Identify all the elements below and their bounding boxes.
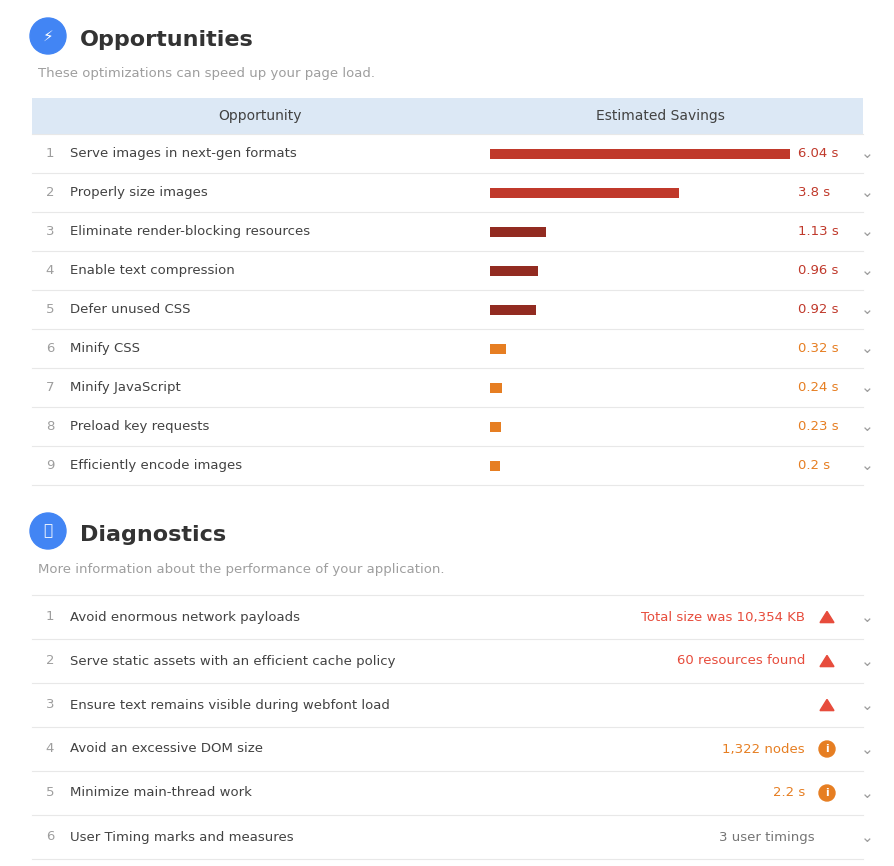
Text: 1.13 s: 1.13 s — [797, 225, 838, 238]
Text: 1: 1 — [46, 611, 55, 624]
Text: 6: 6 — [46, 342, 55, 355]
Text: 3.8 s: 3.8 s — [797, 186, 830, 199]
Text: ⌄: ⌄ — [860, 458, 873, 473]
Polygon shape — [819, 656, 833, 667]
Text: i: i — [824, 788, 828, 798]
Text: Preload key requests: Preload key requests — [70, 420, 209, 433]
Text: 2.2 s: 2.2 s — [772, 786, 804, 799]
FancyBboxPatch shape — [489, 188, 678, 197]
Text: ⌄: ⌄ — [860, 419, 873, 434]
FancyBboxPatch shape — [489, 461, 500, 470]
Text: 60 resources found: 60 resources found — [676, 655, 804, 668]
Circle shape — [818, 741, 834, 757]
Text: 3: 3 — [46, 699, 55, 712]
Text: ⌄: ⌄ — [860, 185, 873, 200]
FancyBboxPatch shape — [489, 148, 789, 158]
Text: ⌄: ⌄ — [860, 654, 873, 669]
Text: 1: 1 — [46, 147, 55, 160]
Text: Minimize main-thread work: Minimize main-thread work — [70, 786, 251, 799]
Polygon shape — [819, 611, 833, 623]
Text: ⌄: ⌄ — [860, 341, 873, 356]
Text: Enable text compression: Enable text compression — [70, 264, 234, 277]
FancyBboxPatch shape — [489, 266, 537, 275]
Text: 0.2 s: 0.2 s — [797, 459, 830, 472]
Text: ⌄: ⌄ — [860, 697, 873, 713]
FancyBboxPatch shape — [489, 227, 545, 236]
Text: Defer unused CSS: Defer unused CSS — [70, 303, 190, 316]
FancyBboxPatch shape — [489, 383, 502, 392]
Text: These optimizations can speed up your page load.: These optimizations can speed up your pa… — [38, 68, 375, 81]
Circle shape — [30, 513, 66, 549]
Text: ⚡: ⚡ — [43, 29, 54, 43]
FancyBboxPatch shape — [489, 305, 536, 314]
Text: Minify JavaScript: Minify JavaScript — [70, 381, 181, 394]
Text: 0.23 s: 0.23 s — [797, 420, 838, 433]
Text: 3: 3 — [46, 225, 55, 238]
Text: 0.96 s: 0.96 s — [797, 264, 838, 277]
Text: Ensure text remains visible during webfont load: Ensure text remains visible during webfo… — [70, 699, 390, 712]
Text: 0.92 s: 0.92 s — [797, 303, 838, 316]
Text: Eliminate render-blocking resources: Eliminate render-blocking resources — [70, 225, 310, 238]
Text: ⎘: ⎘ — [44, 524, 53, 539]
Text: 5: 5 — [46, 303, 55, 316]
Text: i: i — [824, 744, 828, 754]
Text: 6.04 s: 6.04 s — [797, 147, 838, 160]
Text: Avoid an excessive DOM size: Avoid an excessive DOM size — [70, 742, 263, 755]
Text: 7: 7 — [46, 381, 55, 394]
Text: Diagnostics: Diagnostics — [80, 525, 226, 545]
Text: ⌄: ⌄ — [860, 224, 873, 239]
Text: 9: 9 — [46, 459, 55, 472]
Text: Minify CSS: Minify CSS — [70, 342, 139, 355]
Text: Opportunity: Opportunity — [218, 109, 301, 123]
Text: 3 user timings: 3 user timings — [719, 830, 814, 843]
Text: 4: 4 — [46, 264, 55, 277]
Text: Properly size images: Properly size images — [70, 186, 207, 199]
Text: ⌄: ⌄ — [860, 610, 873, 624]
Text: ⌄: ⌄ — [860, 302, 873, 317]
Text: Total size was 10,354 KB: Total size was 10,354 KB — [640, 611, 804, 624]
Text: Opportunities: Opportunities — [80, 30, 254, 50]
Text: ⌄: ⌄ — [860, 830, 873, 844]
Text: More information about the performance of your application.: More information about the performance o… — [38, 563, 444, 576]
Text: ⌄: ⌄ — [860, 380, 873, 395]
Polygon shape — [819, 700, 833, 711]
Text: 5: 5 — [46, 786, 55, 799]
Text: 8: 8 — [46, 420, 55, 433]
Text: ⌄: ⌄ — [860, 741, 873, 757]
Text: Avoid enormous network payloads: Avoid enormous network payloads — [70, 611, 299, 624]
Text: Estimated Savings: Estimated Savings — [595, 109, 723, 123]
Text: 4: 4 — [46, 742, 55, 755]
Text: 0.24 s: 0.24 s — [797, 381, 838, 394]
FancyBboxPatch shape — [489, 344, 505, 353]
Text: Serve images in next-gen formats: Serve images in next-gen formats — [70, 147, 297, 160]
Text: 2: 2 — [46, 186, 55, 199]
Text: ⌄: ⌄ — [860, 263, 873, 278]
Text: 6: 6 — [46, 830, 55, 843]
Text: Efficiently encode images: Efficiently encode images — [70, 459, 242, 472]
FancyBboxPatch shape — [489, 422, 501, 431]
Circle shape — [818, 785, 834, 801]
Text: User Timing marks and measures: User Timing marks and measures — [70, 830, 293, 843]
Circle shape — [30, 18, 66, 54]
Text: ⌄: ⌄ — [860, 146, 873, 161]
Text: ⌄: ⌄ — [860, 785, 873, 800]
Text: Serve static assets with an efficient cache policy: Serve static assets with an efficient ca… — [70, 655, 395, 668]
Text: 1,322 nodes: 1,322 nodes — [721, 742, 804, 755]
Text: 2: 2 — [46, 655, 55, 668]
FancyBboxPatch shape — [32, 98, 862, 134]
Text: 0.32 s: 0.32 s — [797, 342, 838, 355]
